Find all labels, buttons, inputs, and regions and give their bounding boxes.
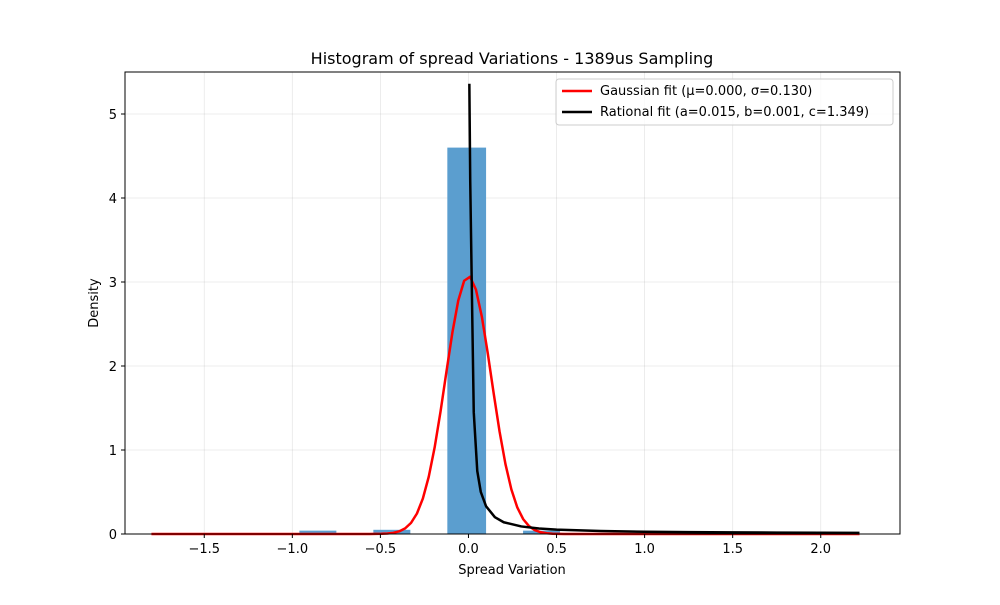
y-axis-label: Density <box>87 278 102 328</box>
x-tick-label: 1.5 <box>722 542 743 557</box>
x-tick-label: 2.0 <box>810 542 831 557</box>
histogram-bar <box>447 147 487 534</box>
x-axis-ticks: −1.5 −1.0 −0.5 0.0 0.5 1.0 1.5 2.0 <box>188 534 831 557</box>
y-tick-label: 3 <box>109 276 117 291</box>
x-tick-label: 1.0 <box>634 542 655 557</box>
x-tick-label: −1.0 <box>277 542 309 557</box>
y-tick-label: 5 <box>109 108 117 123</box>
y-tick-label: 2 <box>109 360 117 375</box>
x-tick-label: −1.5 <box>188 542 220 557</box>
y-tick-label: 1 <box>109 444 117 459</box>
legend-label-gaussian: Gaussian fit (μ=0.000, σ=0.130) <box>600 84 812 99</box>
y-tick-label: 4 <box>109 192 117 207</box>
plot-frame <box>124 71 901 535</box>
histogram-bar <box>299 530 337 534</box>
x-axis-label: Spread Variation <box>458 563 566 578</box>
x-tick-label: 0.5 <box>546 542 567 557</box>
chart-title: Histogram of spread Variations - 1389us … <box>311 49 714 68</box>
x-tick-label: 0.0 <box>458 542 479 557</box>
rational-fit-line <box>468 83 860 535</box>
legend-label-rational: Rational fit (a=0.015, b=0.001, c=1.349) <box>600 105 869 120</box>
y-axis-ticks: 0 1 2 3 4 5 <box>109 108 125 543</box>
legend-frame <box>555 78 894 126</box>
y-tick-label: 0 <box>109 528 117 543</box>
legend: Gaussian fit (μ=0.000, σ=0.130) Rational… <box>555 78 894 126</box>
x-tick-label: −0.5 <box>365 542 397 557</box>
